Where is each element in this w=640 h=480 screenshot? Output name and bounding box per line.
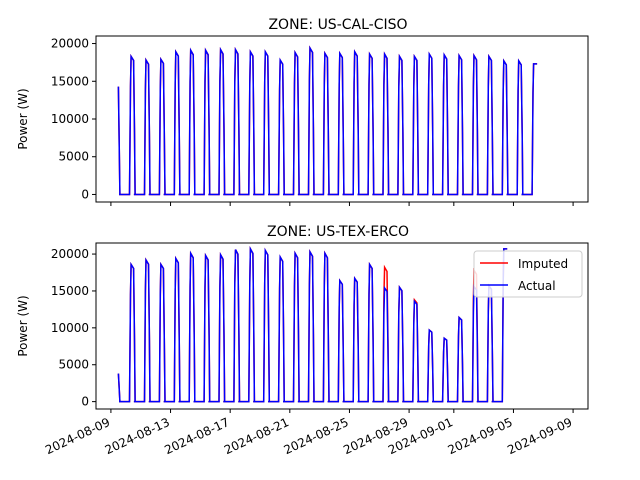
y-tick-label: 0	[81, 395, 89, 409]
actual-series-line	[117, 246, 508, 403]
legend-label-imputed: Imputed	[518, 257, 568, 271]
y-axis-ticks: 0 5000 10000 15000 20000	[51, 37, 96, 201]
chart-panel-cal-ciso: ZONE: US-CAL-CISO Power (W) 0 5000 10000 15…	[16, 17, 589, 206]
y-tick-label: 5000	[58, 358, 89, 372]
y-tick-label: 5000	[58, 150, 89, 164]
y-tick-label: 15000	[51, 74, 89, 88]
y-tick-label: 0	[81, 187, 89, 201]
chart-title: ZONE: US-TEX-ERCO	[267, 224, 409, 240]
y-axis-label: Power (W)	[16, 295, 30, 356]
plot-area	[117, 246, 508, 403]
axes-frame	[95, 242, 589, 410]
y-tick-label: 20000	[51, 37, 89, 51]
axes-frame	[95, 35, 589, 203]
y-axis-ticks: 0 5000 10000 15000 20000	[51, 247, 96, 409]
x-axis-ticks	[110, 202, 574, 206]
y-tick-label: 20000	[51, 247, 89, 261]
chart-title: ZONE: US-CAL-CISO	[268, 17, 407, 33]
plot-area	[117, 45, 538, 196]
y-tick-label: 10000	[51, 321, 89, 335]
actual-series-line	[117, 45, 538, 196]
y-axis-label: Power (W)	[16, 88, 30, 149]
y-tick-label: 10000	[51, 112, 89, 126]
legend-label-actual: Actual	[518, 279, 556, 293]
legend: Imputed Actual	[473, 250, 583, 298]
y-tick-label: 15000	[51, 284, 89, 298]
